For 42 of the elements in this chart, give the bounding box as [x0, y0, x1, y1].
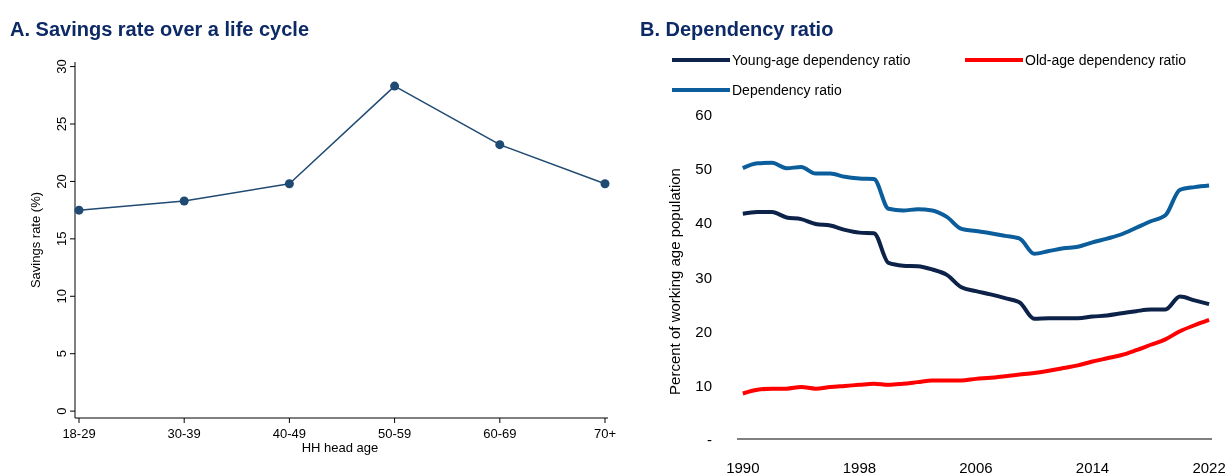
y-axis-title: Savings rate (%): [28, 191, 43, 289]
x-tick-label: 40-49: [272, 426, 307, 441]
line-series: [740, 317, 1212, 396]
x-tick-label: 60-69: [483, 426, 517, 441]
y-tick-label: 30: [54, 59, 69, 74]
point: [495, 140, 505, 150]
point: [179, 196, 189, 206]
y-tick-label: -: [707, 431, 712, 448]
y-tick-label: 0: [54, 407, 69, 415]
y-tick-label: 25: [54, 116, 69, 132]
point: [74, 205, 84, 215]
line-series: [740, 160, 1212, 256]
chart-title: B. Dependency ratio: [640, 18, 834, 40]
x-tick-label: 30-39: [167, 426, 201, 441]
legend-label: Young-age dependency ratio: [732, 52, 911, 68]
y-axis-title: Percent of working age population: [666, 168, 683, 395]
y-tick-label: 20: [695, 322, 712, 340]
x-tick-label: 18-29: [62, 426, 96, 441]
chart-title: A. Savings rate over a life cycle: [10, 18, 310, 40]
x-tick-label: 1998: [842, 459, 877, 474]
x-tick-label: 2014: [1075, 459, 1110, 474]
y-tick-label: 20: [54, 174, 69, 189]
x-tick-label: 1990: [726, 459, 760, 474]
x-tick-label: 2022: [1192, 459, 1225, 474]
point: [284, 179, 294, 189]
x-axis-title: HH head age: [301, 440, 379, 455]
x-tick-label: 70+: [593, 426, 617, 441]
point: [390, 81, 400, 91]
y-tick-label: 5: [54, 350, 69, 358]
point: [600, 179, 610, 189]
y-tick-label: 60: [695, 106, 712, 123]
y-tick-label: 10: [54, 289, 69, 304]
y-tick-label: 30: [695, 268, 712, 286]
legend-label: Old-age dependency ratio: [1025, 52, 1187, 68]
y-tick-label: 10: [695, 376, 712, 394]
x-tick-label: 2006: [959, 459, 993, 474]
y-tick-label: 40: [695, 214, 712, 232]
legend-label: Dependency ratio: [732, 82, 842, 98]
line-series: [740, 210, 1212, 321]
y-tick-label: 15: [54, 231, 69, 247]
x-tick-label: 50-59: [377, 426, 412, 441]
y-tick-label: 50: [695, 160, 712, 178]
